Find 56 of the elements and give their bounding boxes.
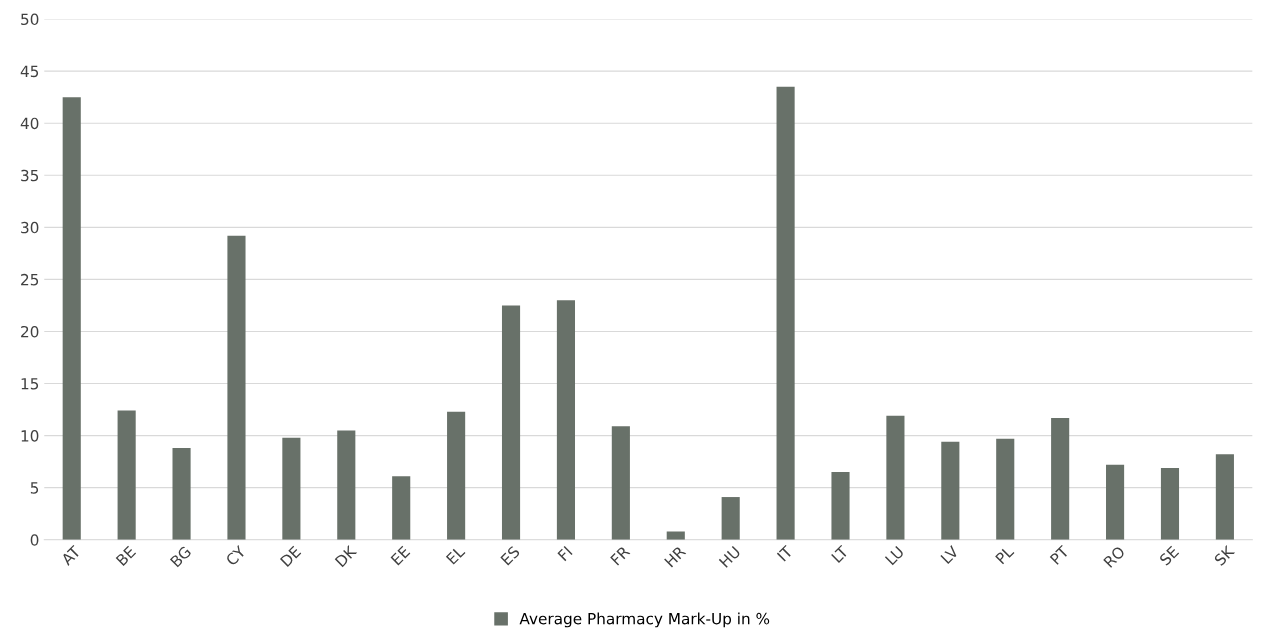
y-tick-label: 25 (21, 273, 39, 286)
bar (282, 437, 301, 540)
y-tick-label: 45 (20, 65, 39, 78)
x-tick-label: DK (334, 544, 358, 568)
x-tick-label: PT (1049, 544, 1070, 565)
legend-label: Average Pharmacy Mark-Up in % (519, 612, 770, 628)
y-tick-label: 0 (30, 534, 39, 546)
x-tick-label: EL (445, 545, 466, 565)
bar (227, 235, 246, 540)
x-tick-label: AT (60, 544, 82, 566)
x-tick-label: LU (884, 545, 905, 566)
bar (941, 441, 960, 540)
bar (62, 97, 81, 540)
bar (776, 86, 795, 540)
bar (337, 430, 356, 540)
bar (1106, 464, 1125, 540)
bar (1160, 467, 1180, 540)
bar (501, 305, 521, 540)
bar (447, 411, 466, 540)
x-tick-label: DE (279, 545, 302, 567)
bar (1215, 454, 1234, 540)
y-tick-label: 40 (20, 117, 39, 130)
x-tick-label: LT (831, 544, 850, 563)
x-tick-label: SE (1158, 545, 1180, 566)
y-tick-label: 20 (21, 325, 39, 338)
bar (392, 476, 411, 540)
x-tick-label: EE (390, 545, 411, 566)
bar (172, 448, 191, 540)
y-tick-label: 50 (21, 13, 39, 26)
y-tick-label: 15 (21, 378, 39, 390)
x-tick-label: BE (115, 545, 137, 566)
x-tick-label: IT (776, 544, 794, 562)
y-tick-label: 35 (21, 169, 39, 182)
bar (886, 415, 905, 540)
bar (611, 426, 630, 540)
x-tick-label: BG (169, 545, 192, 568)
x-tick-label: HR (664, 545, 687, 568)
bar (721, 497, 740, 540)
y-tick-label: 5 (30, 482, 39, 494)
y-tick-label: 30 (21, 221, 39, 234)
x-tick-label: ES (500, 545, 521, 566)
x-tick-label: LV (940, 545, 960, 564)
bar (556, 300, 575, 540)
bar (831, 472, 850, 540)
x-tick-label: FR (610, 545, 631, 566)
y-tick-label: 10 (21, 430, 39, 442)
x-tick-label: HU (718, 545, 741, 568)
x-tick-label: CY (225, 544, 247, 567)
x-tick-label: PL (995, 545, 1015, 565)
x-tick-label: RO (1103, 545, 1126, 568)
x-tick-label: FI (557, 546, 573, 562)
bar (666, 531, 685, 540)
x-tick-label: SK (1213, 544, 1236, 567)
bar (117, 410, 136, 540)
bar (1051, 417, 1070, 540)
bar (996, 438, 1015, 540)
